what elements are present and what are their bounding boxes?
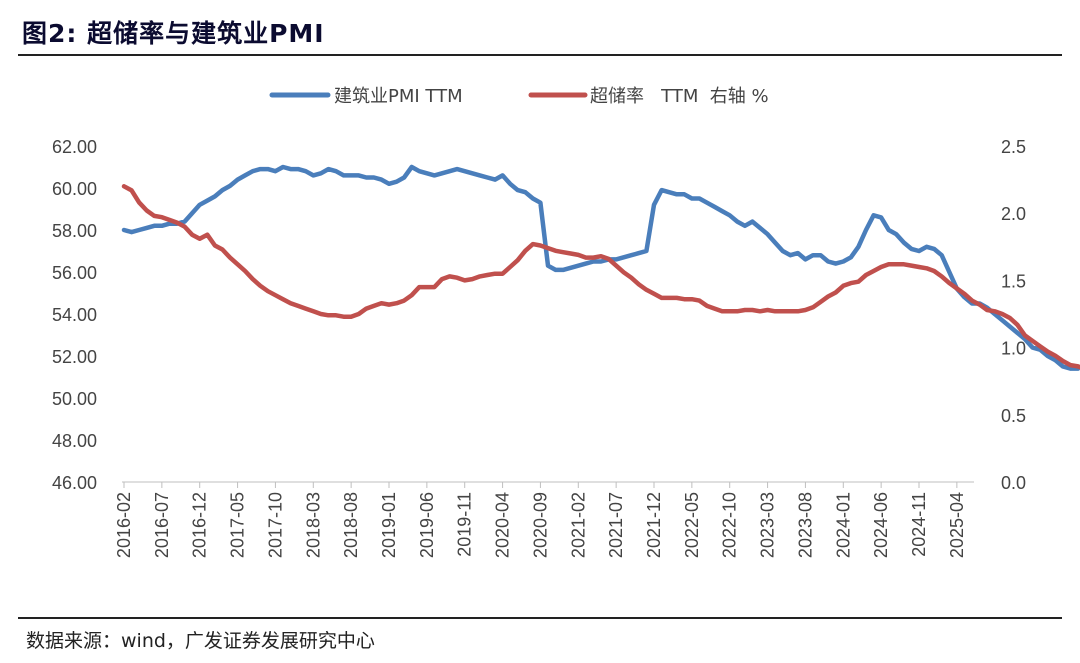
x-tick-label: 2022-10	[720, 492, 740, 558]
left-tick-label: 50.00	[52, 389, 97, 409]
x-tick-label: 2023-03	[758, 492, 778, 558]
left-tick-label: 60.00	[52, 179, 97, 199]
x-tick-label: 2016-12	[190, 492, 210, 558]
x-tick-label: 2024-01	[833, 492, 853, 558]
right-tick-label: 2.5	[1001, 137, 1026, 157]
right-tick-label: 1.5	[1001, 271, 1026, 291]
x-axis: 2016-02 2016-07 2016-12 2017-05 2017-10 2018-…	[114, 482, 967, 558]
legend-label-excess-reserve: 超储率 TTM 右轴 %	[590, 86, 769, 107]
x-tick-label: 2020-09	[530, 492, 550, 558]
x-tick-label: 2018-03	[303, 492, 323, 558]
left-axis: 46.00 48.00 50.00 52.00 54.00 56.00 58.00 60.00…	[52, 137, 97, 493]
x-tick-label: 2017-10	[265, 492, 285, 558]
source-note: 数据来源：wind，广发证券发展研究中心	[26, 630, 375, 652]
x-tick-label: 2023-08	[795, 492, 815, 558]
x-tick-label: 2024-06	[871, 492, 891, 558]
x-tick-label: 2019-01	[379, 492, 399, 558]
right-tick-label: 1.0	[1001, 339, 1026, 359]
series-line-excess-reserve	[121, 184, 1080, 370]
x-tick-label: 2016-07	[152, 492, 172, 558]
chart-svg: 建筑业PMI TTM 超储率 TTM 右轴 % 46.00 48.00 50.00 5…	[52, 86, 1080, 558]
x-tick-label: 2019-11	[455, 492, 475, 557]
left-tick-label: 48.00	[52, 431, 97, 451]
source-rule	[18, 617, 1062, 619]
x-tick-label: 2021-02	[568, 492, 588, 558]
x-tick-label: 2021-12	[644, 492, 664, 558]
x-tick-label: 2020-04	[493, 492, 513, 558]
right-tick-label: 0.0	[1001, 473, 1026, 493]
x-tick-label: 2016-02	[114, 492, 134, 558]
legend-label-pmi: 建筑业PMI TTM	[334, 86, 463, 107]
x-tick-label: 2018-08	[341, 492, 361, 558]
x-tick-label: 2025-04	[947, 492, 967, 558]
left-tick-label: 62.00	[52, 137, 97, 157]
x-tick-label: 2017-05	[228, 492, 248, 558]
left-tick-label: 56.00	[52, 263, 97, 283]
figure-title: 图2: 超储率与建筑业PMI	[22, 19, 325, 48]
left-tick-label: 58.00	[52, 221, 97, 241]
series-line-pmi	[121, 164, 1080, 371]
left-tick-label: 46.00	[52, 473, 97, 493]
x-tick-label: 2022-05	[682, 492, 702, 558]
x-tick-label: 2021-07	[606, 492, 626, 558]
series-layer	[121, 164, 1080, 371]
right-tick-label: 0.5	[1001, 406, 1026, 426]
right-tick-label: 2.0	[1001, 204, 1026, 224]
right-axis: 0.0 0.5 1.0 1.5 2.0 2.5	[1001, 137, 1026, 493]
x-tick-label: 2024-11	[909, 492, 929, 557]
x-tick-label: 2019-06	[417, 492, 437, 558]
left-tick-label: 54.00	[52, 305, 97, 325]
left-tick-label: 52.00	[52, 347, 97, 367]
legend: 建筑业PMI TTM 超储率 TTM 右轴 %	[269, 86, 769, 107]
title-rule	[18, 54, 1062, 56]
